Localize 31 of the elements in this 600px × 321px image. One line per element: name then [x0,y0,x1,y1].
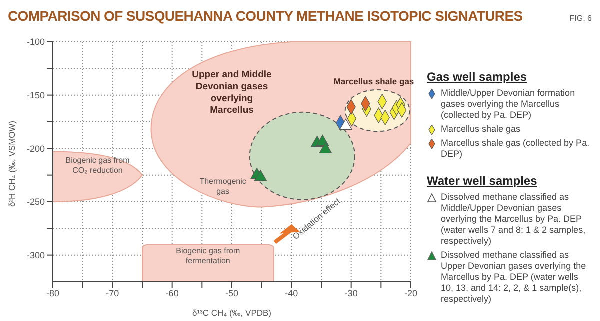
annotation: Biogenic gas from fermentation [176,246,240,266]
x-tick-label: -60 [166,288,179,298]
legend-label: Marcellus shale gas [441,124,521,135]
y-tick-label: -100 [26,37,45,48]
legend-label: Dissolved methane classified as Upper Devonian gases overlying the Marcellus by Pa. DEP (water wells 10, 13, and 14: 2, 2, & 1 sample(s), respectively) [441,250,588,305]
point [319,142,332,154]
point [254,170,268,182]
chart-title: COMPARISON OF SUSQUEHANNA COUNTY METHANE ISOTOPIC SIGNATURES [8,8,523,24]
y-tick-label: -200 [26,144,45,154]
x-tick-label: -20 [404,288,418,298]
x-tick-label: -70 [106,288,120,298]
y-tick-label: -150 [26,90,45,101]
text: Gas well samples [427,70,528,84]
point [340,118,352,130]
y-tick-label: -250 [26,197,45,208]
y-tick-label: -300 [26,250,45,261]
annotation: Thermogenic gas [200,177,246,196]
text: Water well samples [427,174,538,188]
annotation: Marcellus shale gas [334,76,414,87]
caption: FIG. 6 [570,14,592,23]
annotation: Biogenic gas from CO₂ reduction [66,156,130,175]
x-tick-label: -50 [225,288,239,298]
y-axis-title: δ²H CH₄ (‰, VSMOW) [7,120,18,207]
x-axis-title: δ¹³C CH₄ (‰, VPDB) [192,308,272,318]
legend-label: Middle/Upper Devonian formation gases overlying the Marcellus (collected by Pa. DEP) [441,88,576,121]
x-tick-label: -80 [46,288,60,298]
x-tick-label: -30 [344,288,358,298]
annotation: Upper and Middle Devonian gases overlying Marcellus [192,70,272,116]
x-tick-label: -40 [285,288,298,298]
legend-label: Marcellus shale gas (collected by Pa. DEP) [441,138,591,160]
legend-label: Dissolved methane classified as Middle/Upper Devonian gases overlying the Marcellus by Pa. DEP (water wells 7 and 8: 1 & 2 samples, respectively) [441,192,587,247]
